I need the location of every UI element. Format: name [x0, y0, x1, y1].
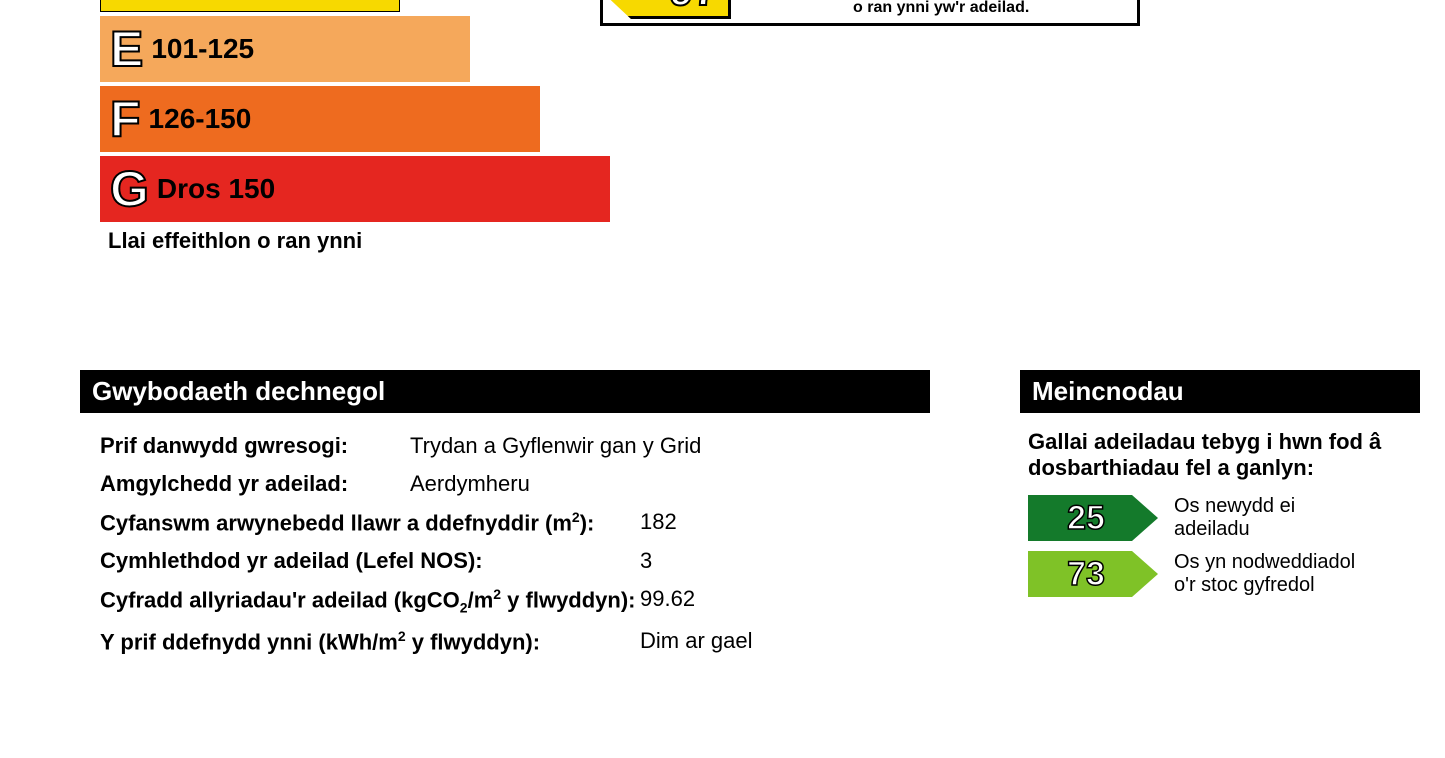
technical-body: Prif danwydd gwresogi: Trydan a Gyflenwi…: [80, 413, 930, 655]
tech-label: Prif danwydd gwresogi:: [100, 433, 410, 459]
tech-value: Aerdymheru: [410, 471, 530, 497]
benchmark-arrow: 73: [1028, 551, 1158, 597]
tech-row-env: Amgylchedd yr adeilad: Aerdymheru: [100, 471, 920, 497]
rating-letter: G: [110, 164, 149, 214]
rating-bar-g: G Dros 150: [100, 156, 610, 222]
tech-value: Trydan a Gyflenwir gan y Grid: [410, 433, 701, 459]
current-rating-arrow: 97: [601, 0, 731, 19]
benchmark-row-new: 25 Os newydd ei adeiladu: [1028, 495, 1412, 541]
energy-rating-bars: D 76-100 E 101-125 F 126-150 G Dros 150 …: [100, 0, 610, 254]
rating-range: 126-150: [149, 103, 252, 135]
benchmark-text: Os newydd ei adeiladu: [1174, 495, 1374, 541]
benchmark-value: 73: [1067, 555, 1105, 594]
current-rating-box: 97 o ran ynni yw'r adeilad.: [600, 0, 1140, 26]
benchmark-arrow: 25: [1028, 495, 1158, 541]
tech-label: Cyfanswm arwynebedd llawr a ddefnyddir (…: [100, 509, 640, 536]
tech-label: Amgylchedd yr adeilad:: [100, 471, 410, 497]
rating-range: 101-125: [151, 33, 254, 65]
tech-label: Cyfradd allyriadau'r adeilad (kgCO2/m2 y…: [100, 586, 640, 616]
rating-letter: F: [110, 94, 141, 144]
tech-value: 182: [640, 509, 677, 536]
tech-row-complexity: Cymhlethdod yr adeilad (Lefel NOS): 3: [100, 548, 920, 574]
rating-range: Dros 150: [157, 173, 275, 205]
technical-section: Gwybodaeth dechnegol Prif danwydd gwreso…: [80, 370, 930, 667]
tech-value: Dim ar gael: [640, 628, 752, 655]
current-rating-caption: o ran ynni yw'r adeilad.: [853, 0, 1029, 17]
technical-heading: Gwybodaeth dechnegol: [80, 370, 930, 413]
rating-footnote: Llai effeithlon o ran ynni: [108, 228, 610, 254]
rating-bar-d: D 76-100: [100, 0, 400, 12]
rating-bar-f: F 126-150: [100, 86, 540, 152]
benchmarks-body: Gallai adeiladau tebyg i hwn fod â dosba…: [1020, 413, 1420, 597]
current-rating-value: 97: [669, 0, 718, 16]
tech-label: Y prif ddefnydd ynni (kWh/m2 y flwyddyn)…: [100, 628, 640, 655]
benchmarks-intro: Gallai adeiladau tebyg i hwn fod â dosba…: [1028, 429, 1412, 481]
tech-row-emissions: Cyfradd allyriadau'r adeilad (kgCO2/m2 y…: [100, 586, 920, 616]
rating-letter: E: [110, 24, 143, 74]
rating-letter: D: [111, 0, 147, 4]
benchmark-row-typical: 73 Os yn nodweddiadol o'r stoc gyfredol: [1028, 551, 1412, 597]
tech-value: 99.62: [640, 586, 695, 616]
rating-bar-e: E 101-125: [100, 16, 470, 82]
benchmark-text: Os yn nodweddiadol o'r stoc gyfredol: [1174, 551, 1374, 597]
benchmarks-section: Meincnodau Gallai adeiladau tebyg i hwn …: [1020, 370, 1420, 607]
tech-row-area: Cyfanswm arwynebedd llawr a ddefnyddir (…: [100, 509, 920, 536]
tech-label: Cymhlethdod yr adeilad (Lefel NOS):: [100, 548, 640, 574]
tech-row-energy: Y prif ddefnydd ynni (kWh/m2 y flwyddyn)…: [100, 628, 920, 655]
tech-value: 3: [640, 548, 652, 574]
benchmark-value: 25: [1067, 499, 1105, 538]
benchmarks-heading: Meincnodau: [1020, 370, 1420, 413]
tech-row-fuel: Prif danwydd gwresogi: Trydan a Gyflenwi…: [100, 433, 920, 459]
